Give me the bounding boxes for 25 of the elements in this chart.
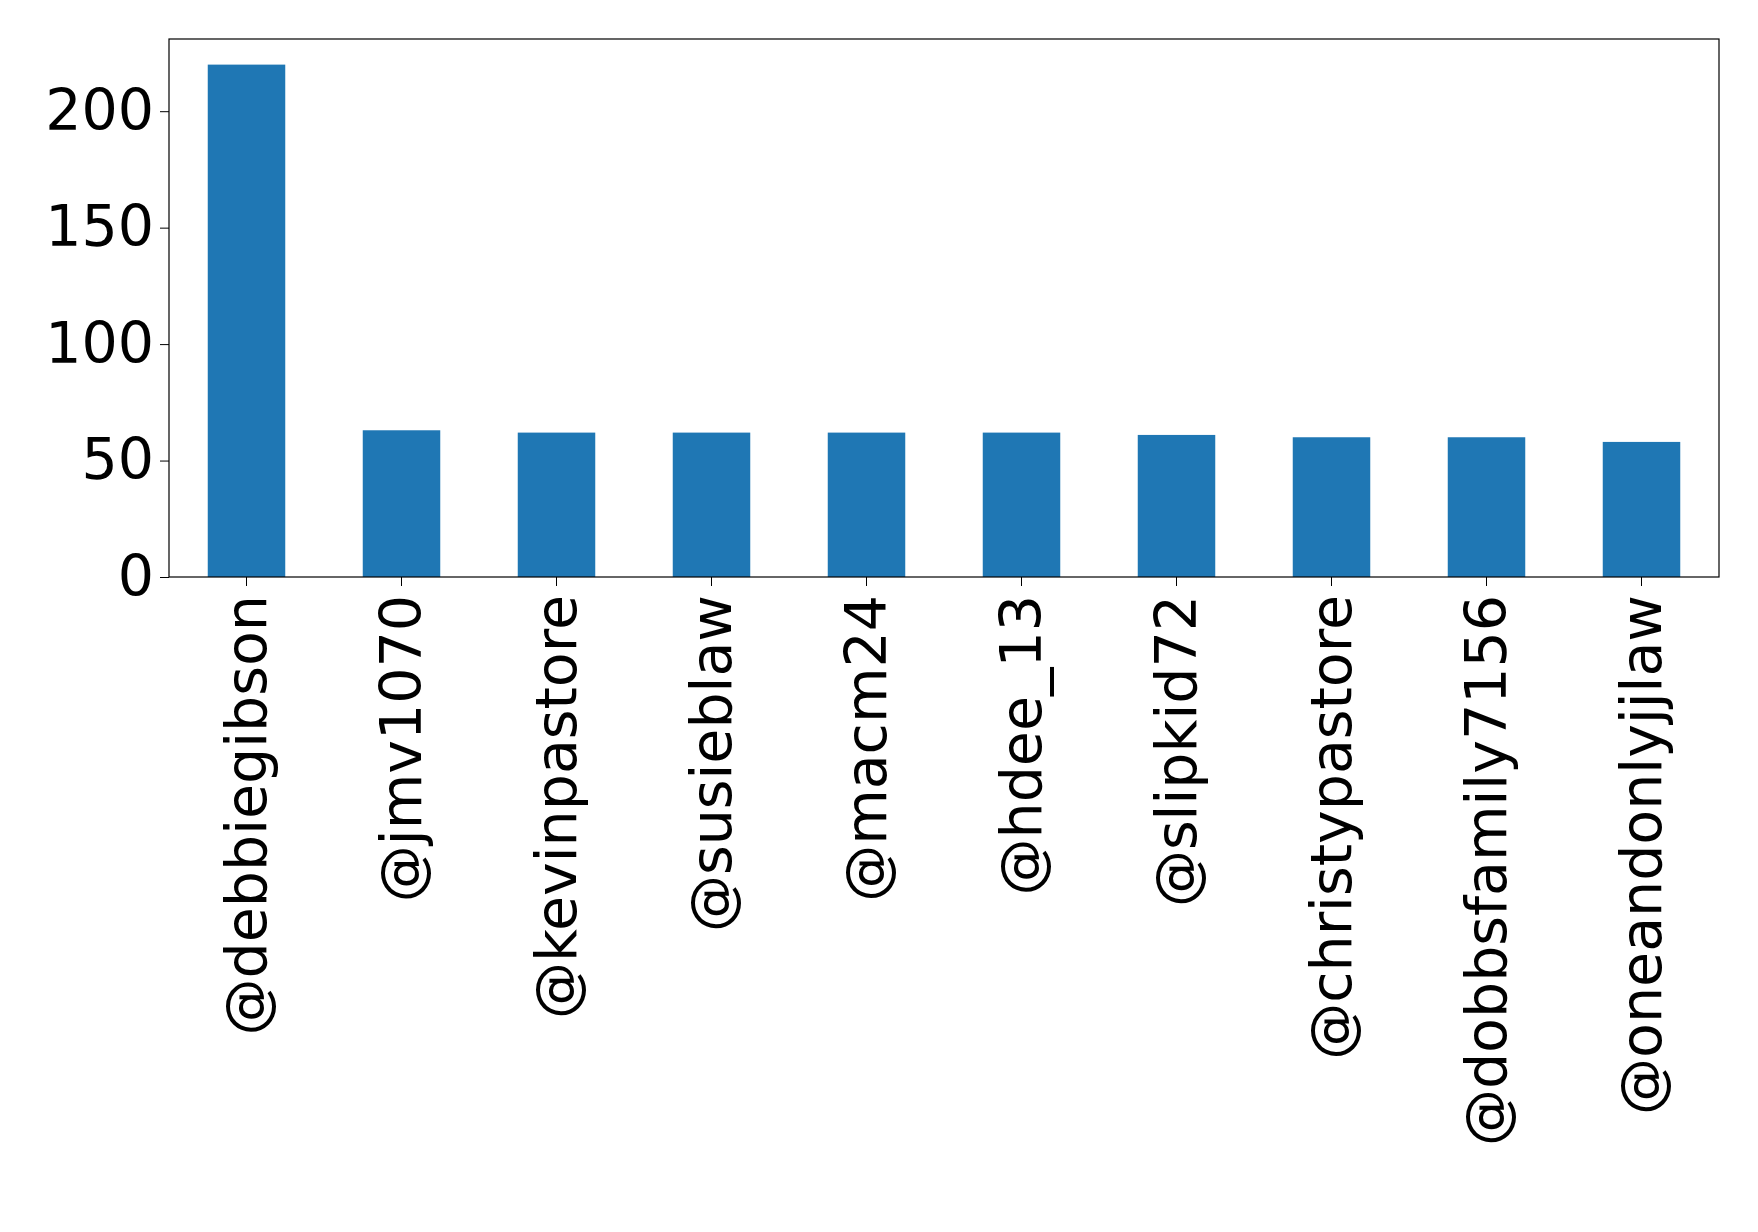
bar bbox=[207, 64, 286, 577]
x-tick-label: @jmv1070 bbox=[368, 595, 435, 903]
x-tick-label: @slipkid72 bbox=[1143, 595, 1210, 908]
bar bbox=[1292, 437, 1371, 577]
bar bbox=[672, 432, 751, 577]
y-tick-label: 50 bbox=[81, 426, 154, 493]
x-tick-label: @kevinpastore bbox=[523, 595, 590, 1020]
y-tick-label: 0 bbox=[117, 542, 154, 609]
x-tick-label: @christypastore bbox=[1298, 595, 1365, 1060]
x-tick-label: @susieblaw bbox=[678, 595, 745, 932]
bar bbox=[517, 432, 596, 577]
y-tick-label: 150 bbox=[45, 193, 154, 260]
bar bbox=[827, 432, 906, 577]
x-tick-label: @hdee_13 bbox=[988, 595, 1055, 896]
x-tick-label: @dobbsfamily7156 bbox=[1453, 595, 1520, 1147]
y-tick-label: 100 bbox=[45, 309, 154, 376]
bar bbox=[1447, 437, 1526, 577]
x-tick-label: @debbiegibson bbox=[213, 595, 280, 1036]
bar bbox=[1602, 441, 1681, 577]
x-tick-label: @oneandonlyjjlaw bbox=[1608, 595, 1675, 1115]
bar bbox=[1137, 434, 1216, 577]
x-tick-label: @macm24 bbox=[833, 595, 900, 902]
bar bbox=[362, 430, 441, 577]
y-tick-label: 200 bbox=[45, 76, 154, 143]
bar bbox=[982, 432, 1061, 577]
